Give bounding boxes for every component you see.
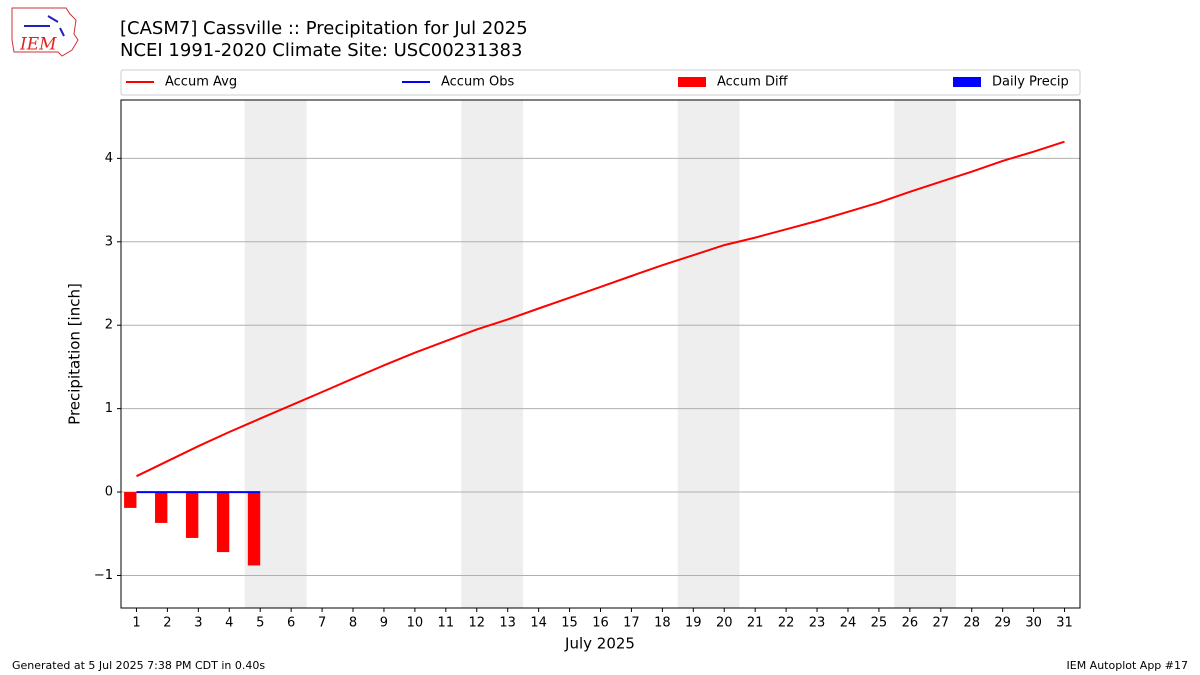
bar	[247, 492, 261, 566]
footer-right: IEM Autoplot App #17	[1067, 659, 1189, 672]
logo-text: IEM	[19, 35, 57, 55]
legend-label: Accum Obs	[441, 75, 514, 90]
x-tick-label: 6	[287, 616, 295, 631]
weekend-band	[894, 100, 957, 608]
legend-label: Accum Diff	[717, 75, 789, 90]
bar	[185, 492, 199, 538]
weekend-band	[677, 100, 740, 608]
logo-icon	[24, 15, 65, 37]
y-tick-label: 3	[105, 234, 113, 249]
y-axis-label: Precipitation [inch]	[66, 283, 84, 425]
chart-subtitle: NCEI 1991-2020 Climate Site: USC00231383	[120, 40, 522, 61]
x-tick-label: 16	[592, 616, 609, 631]
legend-swatch	[678, 77, 706, 87]
x-tick-label: 19	[685, 616, 702, 631]
chart-title: [CASM7] Cassville :: Precipitation for J…	[120, 18, 528, 39]
bar	[124, 492, 137, 508]
x-tick-label: 25	[871, 616, 888, 631]
x-tick-label: 31	[1056, 616, 1073, 631]
x-tick-label: 11	[438, 616, 455, 631]
x-tick-label: 14	[530, 616, 547, 631]
x-tick-label: 1	[132, 616, 140, 631]
y-tick-label: 0	[105, 485, 113, 500]
series-line	[136, 140, 1065, 478]
legend-box	[120, 69, 1081, 96]
legend-label: Daily Precip	[992, 75, 1069, 90]
plot-frame	[120, 99, 1081, 609]
x-tick-label: 4	[225, 616, 233, 631]
weekend-shading	[244, 100, 957, 608]
legend-swatch	[953, 77, 981, 87]
x-tick-label: 28	[963, 616, 980, 631]
x-tick-label: 12	[468, 616, 485, 631]
x-tick-label: 18	[654, 616, 671, 631]
x-tick-label: 13	[499, 616, 516, 631]
x-tick-label: 17	[623, 616, 640, 631]
y-tick-label: 1	[105, 401, 113, 416]
x-tick-label: 22	[778, 616, 795, 631]
x-tick-label: 5	[256, 616, 264, 631]
x-tick-label: 24	[840, 616, 857, 631]
logo-outline	[11, 7, 79, 57]
legend-label: Accum Avg	[165, 75, 237, 90]
x-tick-label: 10	[407, 616, 424, 631]
bar	[155, 492, 168, 523]
x-tick-label: 20	[716, 616, 733, 631]
y-tick-label: −1	[94, 568, 113, 583]
x-tick-label: 21	[747, 616, 764, 631]
x-tick-label: 23	[809, 616, 826, 631]
x-tick-label: 7	[318, 616, 326, 631]
x-tick-label: 8	[349, 616, 357, 631]
x-tick-label: 26	[902, 616, 919, 631]
x-tick-label: 29	[994, 616, 1011, 631]
x-axis-label: July 2025	[564, 635, 635, 653]
bar	[216, 492, 230, 553]
logo: IEM	[11, 7, 79, 57]
x-tick-label: 2	[163, 616, 171, 631]
x-tick-label: 9	[380, 616, 388, 631]
weekend-band	[461, 100, 524, 608]
x-tick-label: 15	[561, 616, 578, 631]
footer-left: Generated at 5 Jul 2025 7:38 PM CDT in 0…	[12, 659, 265, 672]
x-tick-label: 27	[933, 616, 950, 631]
x-tick-label: 30	[1025, 616, 1042, 631]
y-tick-label: 4	[105, 151, 113, 166]
y-tick-label: 2	[105, 318, 113, 333]
x-tick-label: 3	[194, 616, 202, 631]
